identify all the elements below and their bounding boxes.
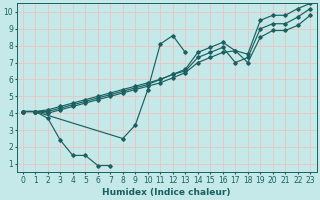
X-axis label: Humidex (Indice chaleur): Humidex (Indice chaleur) <box>102 188 231 197</box>
